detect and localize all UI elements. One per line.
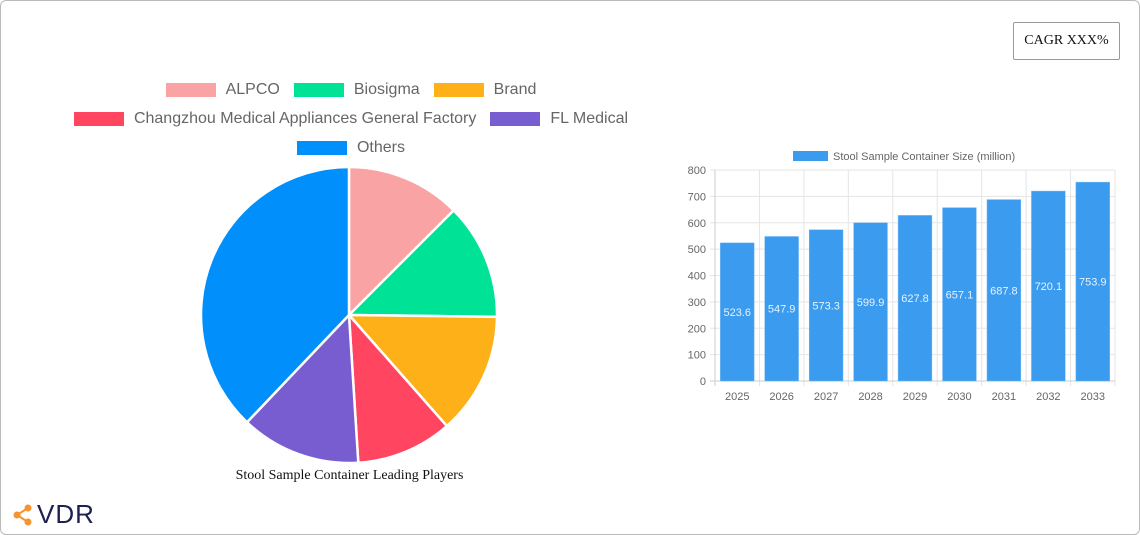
pie-slice-biosigma[interactable] [346, 208, 499, 319]
bar-2028[interactable] [853, 222, 888, 382]
legend-label: FL Medical [550, 109, 629, 127]
bar-data-label: 627.8 [901, 293, 929, 305]
legend-swatch [296, 140, 347, 155]
legend-label: ALPCO [225, 80, 280, 98]
bar-data-label: 657.1 [946, 289, 974, 301]
bar-2026[interactable] [764, 236, 799, 382]
bar-data-label: 573.3 [812, 300, 840, 312]
share-nodes-icon [13, 504, 32, 525]
bar-data-label: 753.9 [1079, 277, 1107, 289]
legend-swatch [165, 82, 216, 97]
y-tick-label: 100 [688, 350, 706, 362]
x-tick-label: 2031 [992, 391, 1016, 403]
legend-item-fl-medical[interactable]: FL Medical [490, 110, 628, 128]
legend-item-changzhou[interactable]: Changzhou Medical Appliances General Fac… [73, 109, 477, 128]
pie-slice-brand[interactable] [346, 313, 499, 428]
bar-data-label: 547.9 [768, 304, 796, 316]
x-tick-label: 2033 [1081, 391, 1105, 403]
y-tick-label: 700 [688, 191, 706, 203]
legend-item-biosigma[interactable]: Biosigma [293, 80, 420, 99]
bar-data-label: 687.8 [990, 285, 1018, 297]
x-tick-label: 2026 [769, 391, 793, 403]
legend-label: Biosigma [353, 80, 420, 98]
y-tick-label: 500 [688, 244, 706, 256]
bar-2033[interactable] [1075, 181, 1110, 382]
x-tick-label: 2025 [725, 391, 749, 403]
y-tick-label: 600 [688, 218, 706, 230]
legend-swatch [490, 111, 541, 126]
pie-title: Stool Sample Container Leading Players [235, 468, 464, 483]
pie-slice-alpco[interactable] [347, 165, 456, 319]
legend-label: Brand [493, 80, 537, 98]
bar-chart: Stool Sample Container Size (million) 0 10… [688, 151, 1116, 403]
bar-data-label: 599.9 [857, 297, 885, 309]
logo-text: VDR [37, 499, 95, 529]
pie-slice-others[interactable] [199, 165, 351, 425]
x-tick-label: 2027 [814, 391, 838, 403]
legend-item-others[interactable]: Others [296, 138, 405, 157]
bar-2027[interactable] [808, 229, 844, 382]
legend-item-alpco[interactable]: ALPCO [165, 80, 280, 99]
pie-legend: ALPCO Biosigma Brand Changzhou Medical A… [41, 75, 661, 162]
pie-slice-fl-medical[interactable] [245, 312, 360, 465]
legend-item-brand[interactable]: Brand [433, 80, 537, 99]
y-tick-label: 400 [688, 271, 706, 283]
x-tick-label: 2032 [1036, 391, 1060, 403]
bar-2025[interactable] [720, 242, 755, 382]
x-tick-label: 2030 [947, 391, 971, 403]
legend-swatch [293, 82, 344, 97]
bar-2029[interactable] [897, 215, 933, 382]
x-tick-label: 2028 [858, 391, 882, 403]
bar-2032[interactable] [1031, 190, 1066, 382]
legend-swatch [73, 111, 124, 126]
vdr-logo: VDR [11, 499, 95, 530]
y-tick-label: 200 [688, 323, 706, 335]
bar-data-label: 523.6 [723, 307, 751, 319]
legend-swatch [433, 82, 484, 97]
pie-slice-changzhou-medical-appliances-general-factory[interactable] [347, 311, 449, 465]
y-tick-label: 0 [700, 376, 706, 388]
legend-label: Changzhou Medical Appliances General Fac… [133, 109, 477, 127]
bar-legend-label[interactable]: Stool Sample Container Size (million) [833, 151, 1015, 163]
legend-label: Others [356, 138, 405, 156]
y-tick-label: 800 [688, 165, 706, 177]
pie-chart [199, 165, 499, 465]
x-tick-label: 2029 [903, 391, 927, 403]
bar-2031[interactable] [986, 199, 1022, 382]
bar-data-label: 720.1 [1035, 281, 1063, 293]
cagr-badge: CAGR XXX% [1013, 22, 1120, 60]
bar-legend-swatch [793, 151, 828, 161]
y-tick-label: 300 [688, 297, 706, 309]
bar-2030[interactable] [942, 207, 977, 382]
